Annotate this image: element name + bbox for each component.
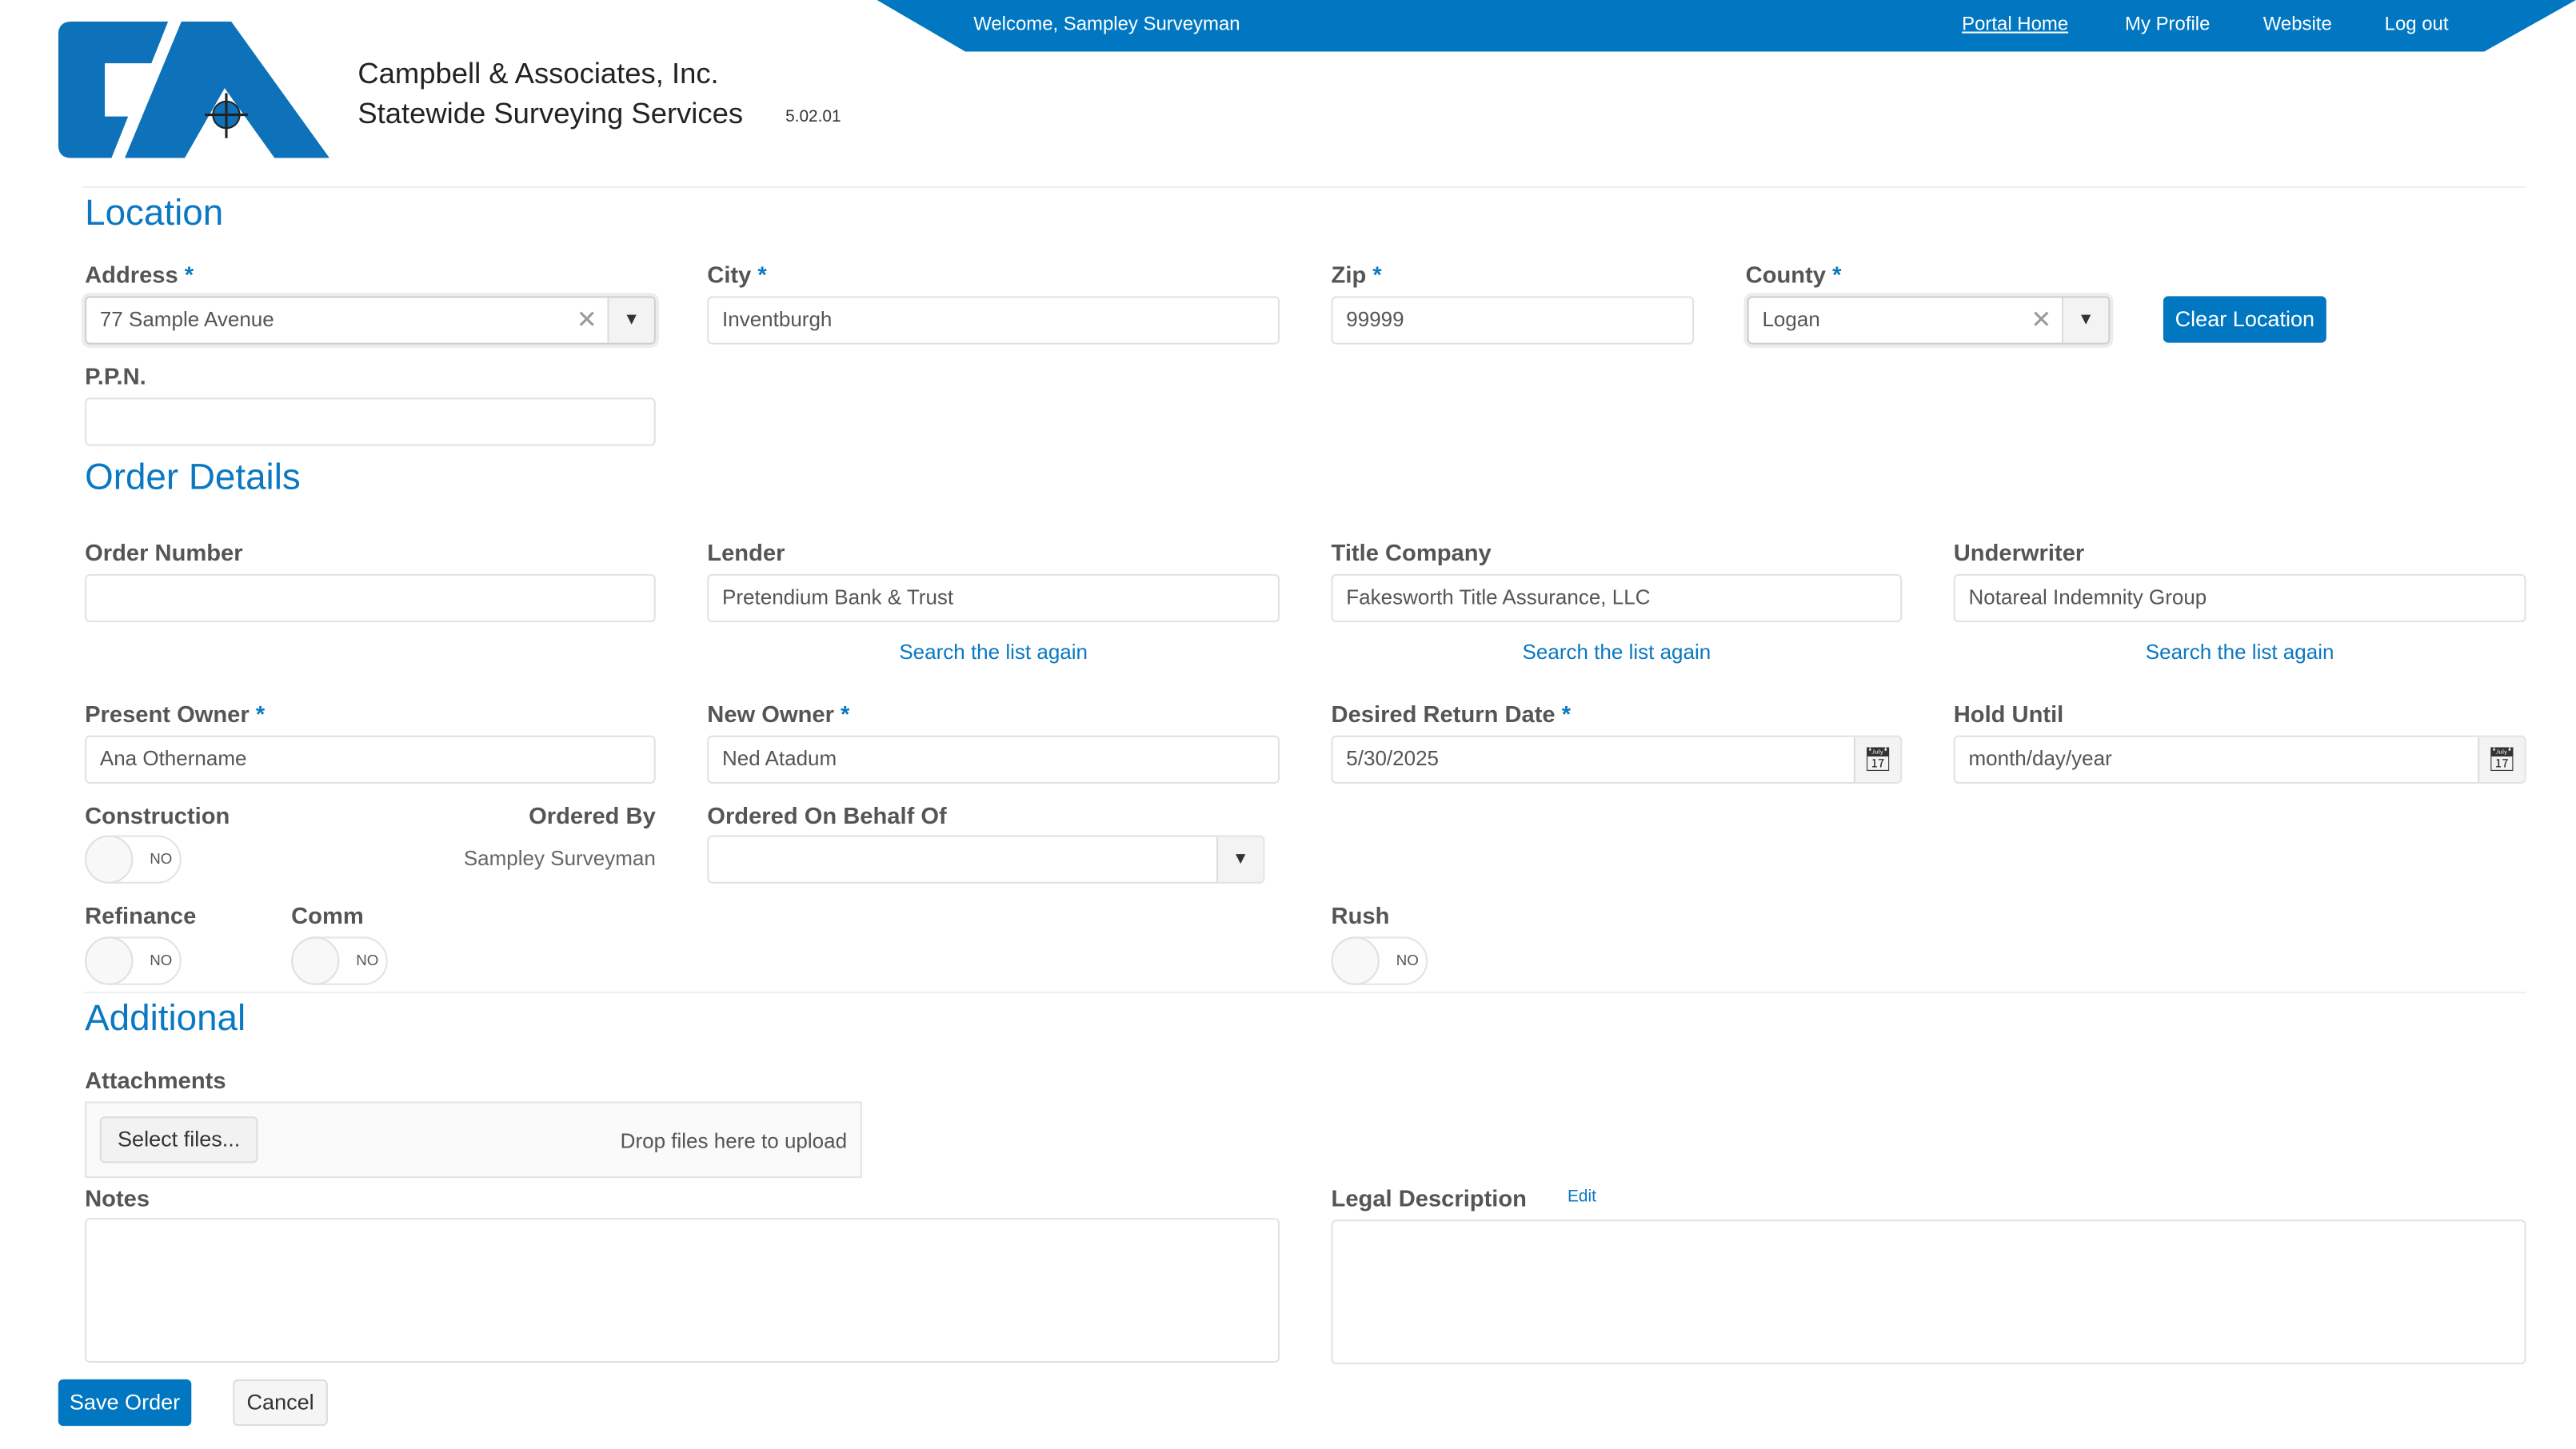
hold-until-date-picker[interactable]: month/day/year 📅︎ <box>1953 735 2526 784</box>
calendar-icon[interactable]: 📅︎ <box>1853 736 1901 782</box>
nav-my-profile[interactable]: My Profile <box>2125 14 2211 35</box>
desired-return-date-label: Desired Return Date * <box>1331 700 1572 728</box>
chevron-down-icon[interactable]: ▼ <box>2061 297 2109 343</box>
title-company-search-again-link[interactable]: Search the list again <box>1522 641 1711 665</box>
legal-description-textarea[interactable] <box>1331 1219 2526 1365</box>
title-company-label: Title Company <box>1331 539 1492 566</box>
order-number-input[interactable] <box>85 573 656 623</box>
legal-description-label: Legal Description <box>1331 1184 1527 1211</box>
zip-input[interactable]: 99999 <box>1331 296 1695 345</box>
underwriter-label: Underwriter <box>1953 539 2085 566</box>
construction-label: Construction <box>85 801 230 829</box>
present-owner-input[interactable]: Ana Othername <box>85 735 656 784</box>
lender-search-again-link[interactable]: Search the list again <box>899 641 1088 665</box>
order-number-label: Order Number <box>85 539 243 566</box>
calendar-icon[interactable]: 📅︎ <box>2478 736 2525 782</box>
ppn-label: P.P.N. <box>85 362 146 389</box>
new-owner-input[interactable]: Ned Atadum <box>707 735 1280 784</box>
drop-files-hint: Drop files here to upload <box>620 1129 848 1153</box>
ppn-input[interactable] <box>85 397 656 446</box>
divider <box>83 992 2526 994</box>
county-combobox[interactable]: Logan ✕ ▼ <box>1747 296 2111 345</box>
desired-return-date-picker[interactable]: 5/30/2025 📅︎ <box>1331 735 1903 784</box>
lender-label: Lender <box>707 539 785 566</box>
underwriter-input[interactable]: Notareal Indemnity Group <box>1953 573 2526 623</box>
rush-toggle[interactable]: NO <box>1331 936 1428 985</box>
city-input[interactable]: Inventburgh <box>707 296 1280 345</box>
clear-location-button[interactable]: Clear Location <box>2163 296 2326 343</box>
ordered-on-behalf-of-label: Ordered On Behalf Of <box>707 801 947 829</box>
nav-portal-home[interactable]: Portal Home <box>1962 14 2069 35</box>
welcome-text: Welcome, Sampley Surveyman <box>973 14 1240 35</box>
refinance-toggle[interactable]: NO <box>85 936 182 985</box>
ordered-by-value: Sampley Surveyman <box>463 847 656 871</box>
cancel-button[interactable]: Cancel <box>233 1379 328 1427</box>
legal-description-edit-link[interactable]: Edit <box>1568 1188 1596 1207</box>
section-additional-heading: Additional <box>85 996 246 1039</box>
clear-icon[interactable]: ✕ <box>576 305 597 335</box>
lender-input[interactable]: Pretendium Bank & Trust <box>707 573 1280 623</box>
refinance-label: Refinance <box>85 901 197 929</box>
address-combobox[interactable]: 77 Sample Avenue ✕ ▼ <box>85 296 656 345</box>
city-label: City * <box>707 261 767 288</box>
present-owner-label: Present Owner * <box>85 700 266 728</box>
select-files-button[interactable]: Select files... <box>99 1116 258 1164</box>
company-name: Campbell & Associates, Inc. <box>357 56 719 90</box>
divider <box>83 186 2526 189</box>
new-owner-label: New Owner * <box>707 700 850 728</box>
ordered-by-label: Ordered By <box>529 801 656 829</box>
section-location-heading: Location <box>85 191 224 234</box>
company-logo <box>58 22 329 158</box>
chevron-down-icon[interactable]: ▼ <box>1216 836 1264 882</box>
nav-website[interactable]: Website <box>2262 14 2332 35</box>
ordered-on-behalf-of-select[interactable]: ▼ <box>707 835 1265 884</box>
company-tagline: Statewide Surveying Services <box>357 96 744 130</box>
chevron-down-icon[interactable]: ▼ <box>607 297 654 343</box>
nav-log-out[interactable]: Log out <box>2384 14 2449 35</box>
county-label: County * <box>1745 261 1842 288</box>
notes-label: Notes <box>85 1184 150 1211</box>
clear-icon[interactable]: ✕ <box>2031 305 2052 335</box>
hold-until-label: Hold Until <box>1953 700 2064 728</box>
zip-label: Zip * <box>1331 261 1382 288</box>
notes-textarea[interactable] <box>85 1218 1280 1363</box>
construction-toggle[interactable]: NO <box>85 835 182 884</box>
top-nav-bar <box>877 0 2576 52</box>
comm-label: Comm <box>291 901 364 929</box>
comm-toggle[interactable]: NO <box>291 936 388 985</box>
attachments-label: Attachments <box>85 1066 226 1094</box>
rush-label: Rush <box>1331 901 1390 929</box>
underwriter-search-again-link[interactable]: Search the list again <box>2145 641 2334 665</box>
title-company-input[interactable]: Fakesworth Title Assurance, LLC <box>1331 573 1903 623</box>
section-order-details-heading: Order Details <box>85 456 301 498</box>
save-order-button[interactable]: Save Order <box>58 1379 192 1427</box>
file-drop-zone[interactable]: Select files... Drop files here to uploa… <box>85 1101 862 1179</box>
app-version: 5.02.01 <box>785 108 841 127</box>
address-label: Address * <box>85 261 194 288</box>
